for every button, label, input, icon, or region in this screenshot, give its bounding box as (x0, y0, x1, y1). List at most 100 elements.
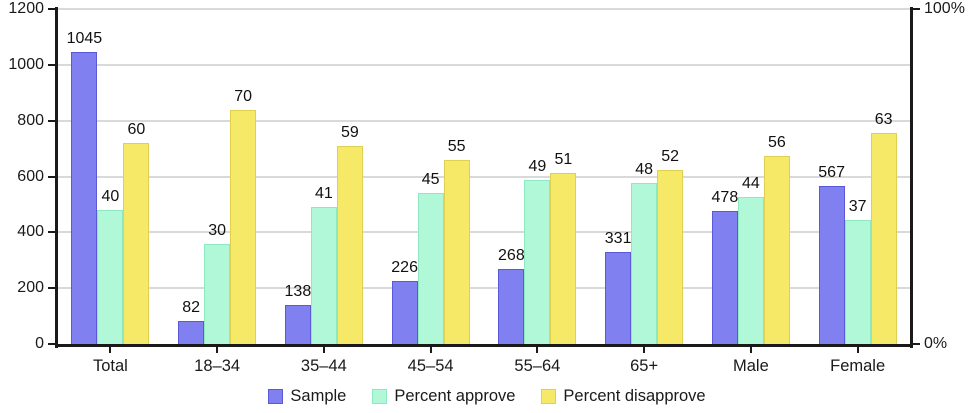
bar-sample (818, 185, 845, 344)
bar-sample (391, 280, 418, 344)
y2-axis-tick-label: 100% (924, 0, 965, 17)
bar-value-label: 138 (284, 283, 312, 301)
chart-legend: Sample Percent approve Percent disapprove (0, 384, 974, 408)
bar-percent-approve (844, 220, 871, 344)
y-axis-tick (48, 119, 56, 122)
legend-label: Sample (290, 387, 347, 405)
y2-axis-tick (912, 8, 920, 10)
x-axis-label: Female (830, 357, 886, 375)
gridline (57, 8, 911, 10)
bar-value-label: 48 (635, 161, 654, 179)
x-axis-tick (216, 346, 219, 353)
x-axis-label: 45–54 (407, 357, 454, 375)
gridline (57, 175, 911, 178)
legend-swatch (541, 388, 557, 404)
y2-axis-tick (912, 343, 920, 345)
x-axis-tick (429, 346, 432, 353)
bar-value-label: 49 (528, 157, 547, 175)
bar-sample (71, 52, 98, 344)
y-axis-right (910, 7, 913, 348)
x-axis-label: 55–64 (514, 357, 561, 375)
bar-percent-disapprove (870, 132, 897, 344)
bar-percent-approve (524, 179, 551, 344)
x-axis-tick (322, 346, 325, 353)
bar-value-label: 268 (498, 247, 525, 265)
y-axis-tick-label: 1200 (8, 0, 44, 17)
bar-sample (284, 305, 311, 344)
bar-value-label: 51 (554, 151, 573, 169)
bar-percent-disapprove (763, 156, 790, 344)
legend-swatch (372, 388, 388, 404)
bar-value-label: 45 (421, 171, 440, 189)
x-axis-label: 65+ (630, 357, 659, 375)
y-axis-tick-label: 200 (17, 279, 44, 297)
bar-value-label: 56 (767, 134, 786, 152)
gridline (57, 63, 911, 66)
bar-value-label: 41 (314, 184, 333, 202)
x-axis (55, 344, 912, 347)
x-axis-tick (749, 346, 752, 353)
bar-percent-disapprove (550, 173, 577, 344)
y-axis-tick (48, 63, 56, 66)
legend-item-sample: Sample (268, 387, 346, 405)
bar-value-label: 63 (874, 110, 893, 128)
bar-value-label: 44 (741, 174, 760, 192)
x-axis-tick (856, 346, 859, 353)
y-axis-tick (48, 175, 56, 178)
legend-item-percent-disapprove: Percent disapprove (541, 387, 706, 405)
bar-value-label: 226 (391, 258, 418, 276)
bar-value-label: 59 (340, 124, 359, 142)
y-axis-tick-label: 400 (17, 223, 44, 241)
bar-value-label: 82 (182, 299, 201, 317)
bar-value-label: 52 (661, 147, 680, 165)
legend-label: Percent disapprove (563, 387, 706, 405)
bar-value-label: 55 (447, 137, 466, 155)
bar-value-label: 1045 (66, 30, 103, 48)
x-axis-tick (643, 346, 646, 353)
y-axis-left (55, 7, 58, 348)
bar-value-label: 478 (711, 188, 739, 206)
bar-percent-disapprove (123, 143, 150, 344)
y-axis-tick-label: 800 (17, 111, 44, 129)
x-axis-label: Total (92, 357, 128, 375)
y2-axis-tick-label: 0% (924, 335, 948, 352)
bar-value-label: 40 (101, 188, 120, 205)
x-axis-tick (536, 346, 539, 353)
bar-percent-approve (737, 196, 764, 344)
bar-value-label: 37 (848, 198, 867, 216)
gridline (57, 287, 911, 290)
y-axis-tick-label: 1000 (8, 55, 44, 73)
x-axis-tick (109, 346, 112, 353)
bar-percent-approve (417, 193, 444, 344)
bar-percent-disapprove (657, 169, 684, 344)
bar-percent-approve (204, 243, 231, 344)
gridline (57, 119, 911, 122)
legend-item-percent-approve: Percent approve (372, 387, 515, 405)
bar-value-label: 60 (127, 121, 146, 138)
bar-sample (711, 210, 738, 344)
legend-label: Percent approve (394, 387, 516, 405)
bar-value-label: 567 (818, 163, 845, 181)
gridline (57, 231, 911, 234)
bar-sample (178, 321, 205, 344)
y-axis-tick (48, 231, 56, 234)
x-axis-label: 35–44 (300, 357, 347, 375)
y-axis-tick (48, 343, 56, 345)
x-axis-label: Male (732, 357, 769, 375)
y-axis-tick-label: 600 (17, 167, 44, 185)
bar-value-label: 331 (604, 229, 632, 247)
y-axis-tick-label: 0 (35, 335, 44, 352)
x-axis-label: 18–34 (194, 357, 241, 375)
bar-percent-disapprove (443, 159, 470, 344)
bar-percent-approve (310, 206, 337, 344)
bar-sample (498, 269, 525, 344)
bar-sample (605, 251, 632, 344)
bar-percent-disapprove (336, 146, 363, 344)
y-axis-tick (48, 8, 56, 10)
y-axis-tick (48, 287, 56, 290)
legend-swatch (268, 388, 284, 404)
bar-value-label: 70 (234, 87, 253, 105)
bar-percent-approve (97, 210, 124, 344)
bar-percent-disapprove (230, 109, 257, 344)
